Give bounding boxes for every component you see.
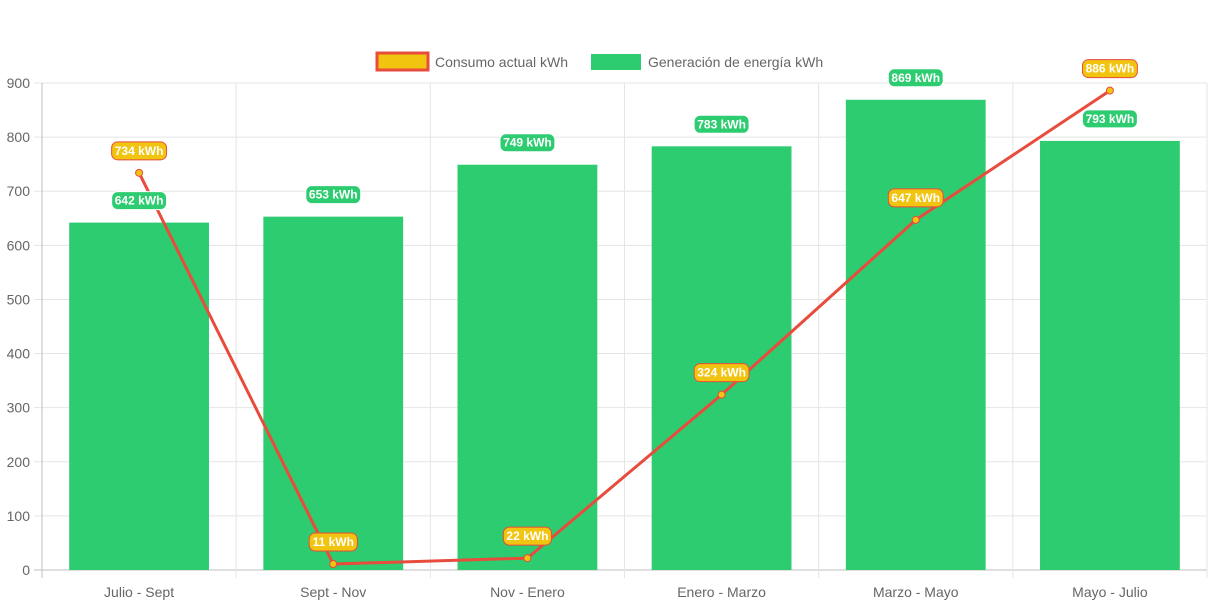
bar-label-5-text: 869 kWh: [891, 71, 940, 85]
bar-label-2-bg: [305, 185, 362, 205]
line-label-1: 734 kWh: [111, 141, 168, 161]
y-tick-label-700: 700: [7, 183, 31, 199]
line-point-3: [523, 554, 532, 563]
legend-swatch-consumo[interactable]: [375, 51, 430, 72]
legend-label-generacion[interactable]: Generación de energía kWh: [648, 54, 823, 70]
line-label-6: 886 kWh: [1081, 59, 1138, 79]
x-axis-ticks: Julio - Sept Sept - Nov Nov - Enero Enero -…: [104, 584, 1148, 600]
bar-4: [651, 146, 792, 570]
x-tick-label-5: Marzo - Mayo: [873, 584, 959, 600]
line-point-1: [135, 168, 144, 177]
bar-label-3-text: 749 kWh: [503, 136, 552, 150]
line-label-1-text: 734 kWh: [115, 144, 164, 158]
y-tick-label-100: 100: [7, 508, 31, 524]
x-tick-label-3: Nov - Enero: [490, 584, 565, 600]
line-label-2-text: 11 kWh: [313, 535, 354, 549]
line-series: [135, 86, 1114, 569]
y-tick-label-500: 500: [7, 291, 31, 307]
bars: [69, 99, 1180, 571]
y-tick-label-600: 600: [7, 237, 31, 253]
bar-label-6-bg: [1081, 109, 1138, 129]
bar-label-4: 783 kWh: [693, 114, 750, 134]
y-tick-label-300: 300: [7, 400, 31, 416]
bar-3: [457, 164, 598, 571]
line-label-5-bg: [887, 188, 944, 208]
line-label-5-text: 647 kWh: [891, 191, 940, 205]
y-tick-label-200: 200: [7, 454, 31, 470]
line-label-4-text: 324 kWh: [697, 366, 746, 380]
bar-label-3: 749 kWh: [499, 133, 556, 153]
line-label-3-bg: [502, 526, 553, 546]
grid: [34, 82, 1208, 578]
consumo-line: [137, 89, 1111, 566]
bar-label-2: 653 kWh: [305, 185, 362, 205]
bar-2: [263, 216, 404, 570]
bar-6: [1040, 140, 1180, 570]
line-label-4: 324 kWh: [693, 363, 750, 383]
line-label-2: 11 kWh: [308, 532, 358, 552]
bar-1: [69, 222, 209, 570]
line-label-1-bg: [111, 141, 168, 161]
bar-label-1: 642 kWh: [111, 191, 168, 211]
bar-label-6-text: 793 kWh: [1086, 112, 1135, 126]
y-tick-label-900: 900: [7, 75, 31, 91]
x-tick-label-2: Sept - Nov: [300, 584, 366, 600]
legend-label-consumo[interactable]: Consumo actual kWh: [435, 54, 568, 70]
x-tick-label-1: Julio - Sept: [104, 584, 174, 600]
bar-label-2-text: 653 kWh: [309, 188, 358, 202]
bar-label-3-bg: [499, 133, 556, 153]
bar-label-1-text: 642 kWh: [115, 194, 164, 208]
bar-5: [845, 99, 986, 570]
line-label-3: 22 kWh: [502, 526, 553, 546]
line-label-3-text: 22 kWh: [506, 529, 548, 543]
y-tick-label-800: 800: [7, 129, 31, 145]
bar-label-6: 793 kWh: [1081, 109, 1138, 129]
bar-label-5: 869 kWh: [887, 68, 944, 88]
y-tick-label-0: 0: [22, 562, 30, 578]
line-label-5: 647 kWh: [887, 188, 944, 208]
x-tick-label-4: Enero - Marzo: [677, 584, 766, 600]
x-tick-label-6: Mayo - Julio: [1072, 584, 1148, 600]
bar-label-5-bg: [887, 68, 944, 88]
line-label-6-text: 886 kWh: [1086, 62, 1135, 76]
y-tick-label-400: 400: [7, 346, 31, 362]
line-point-5: [911, 215, 920, 224]
legend-swatch-generacion[interactable]: [591, 54, 641, 70]
bar-label-1-bg: [111, 191, 168, 211]
bar-label-4-text: 783 kWh: [697, 117, 746, 131]
data-labels: 642 kWh 653 kWh 749 kWh 783 kWh 869 kWh 793 k…: [111, 59, 1138, 552]
line-label-6-bg: [1081, 59, 1138, 79]
line-point-2: [329, 560, 338, 569]
line-label-4-bg: [693, 363, 750, 383]
line-point-4: [717, 390, 726, 399]
bar-label-4-bg: [693, 114, 750, 134]
legend: Consumo actual kWh Generación de energía…: [375, 51, 823, 72]
y-axis-ticks: 0 100 200 300 400 500 600 700 800 900: [7, 75, 31, 578]
line-label-2-bg: [308, 532, 358, 552]
line-point-6: [1105, 86, 1114, 95]
